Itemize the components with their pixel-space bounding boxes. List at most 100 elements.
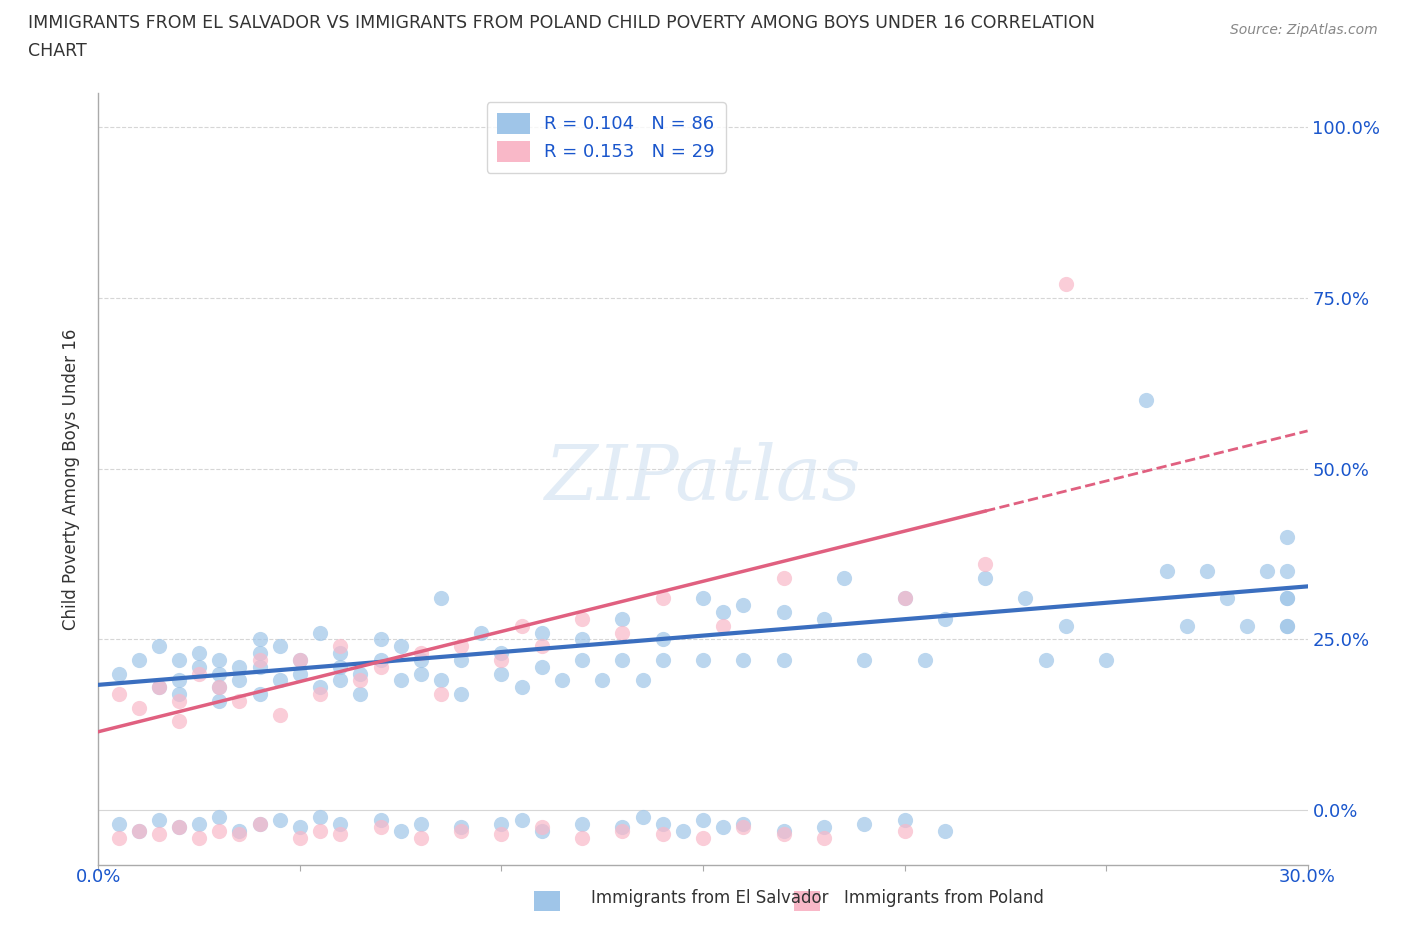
Point [692, 830, 714, 845]
Point [167, 694, 190, 709]
Point [591, 673, 613, 688]
Point [893, 591, 915, 606]
Point [249, 817, 271, 831]
Point [370, 820, 392, 835]
Point [974, 557, 997, 572]
Point [1054, 618, 1077, 633]
Point [349, 673, 371, 688]
Point [571, 653, 593, 668]
Y-axis label: Child Poverty Among Boys Under 16: Child Poverty Among Boys Under 16 [62, 328, 80, 630]
Point [934, 612, 956, 627]
Point [934, 823, 956, 838]
Point [733, 817, 755, 831]
Point [430, 673, 453, 688]
Point [148, 639, 170, 654]
Point [349, 686, 371, 701]
Point [672, 823, 695, 838]
Point [309, 680, 332, 695]
Point [188, 666, 211, 681]
Point [167, 714, 190, 729]
Point [389, 639, 412, 654]
Point [450, 823, 472, 838]
Point [711, 604, 734, 619]
Point [813, 830, 835, 845]
Point [491, 653, 513, 668]
Point [107, 830, 129, 845]
Point [370, 632, 392, 647]
Point [269, 707, 291, 722]
Point [530, 823, 553, 838]
Point [450, 639, 472, 654]
Point [309, 686, 332, 701]
Point [1014, 591, 1036, 606]
Point [1216, 591, 1239, 606]
Point [772, 827, 794, 842]
Point [631, 673, 654, 688]
Point [491, 827, 513, 842]
Point [107, 666, 129, 681]
Point [733, 598, 755, 613]
Text: Immigrants from Poland: Immigrants from Poland [844, 889, 1043, 907]
Point [510, 813, 533, 828]
Point [651, 632, 673, 647]
Point [772, 823, 794, 838]
Point [288, 653, 311, 668]
Point [651, 653, 673, 668]
Point [309, 823, 332, 838]
Point [1156, 564, 1178, 578]
Point [612, 625, 634, 640]
Point [188, 817, 211, 831]
Point [167, 820, 190, 835]
Point [409, 830, 432, 845]
Point [853, 653, 876, 668]
Point [329, 645, 352, 660]
Point [510, 618, 533, 633]
Point [631, 810, 654, 825]
Point [128, 823, 150, 838]
Point [893, 813, 915, 828]
Point [1277, 618, 1299, 633]
Point [1054, 277, 1077, 292]
Point [1035, 653, 1057, 668]
Point [370, 813, 392, 828]
Point [329, 639, 352, 654]
Point [409, 645, 432, 660]
Point [228, 673, 250, 688]
Point [107, 686, 129, 701]
Point [651, 827, 673, 842]
Point [1277, 529, 1299, 544]
Point [612, 820, 634, 835]
Point [571, 612, 593, 627]
Point [288, 820, 311, 835]
Point [853, 817, 876, 831]
Point [491, 666, 513, 681]
Point [329, 827, 352, 842]
Point [530, 659, 553, 674]
Point [772, 604, 794, 619]
Point [128, 700, 150, 715]
Text: ZIPatlas: ZIPatlas [544, 442, 862, 516]
Point [692, 653, 714, 668]
Text: Immigrants from El Salvador: Immigrants from El Salvador [591, 889, 828, 907]
Point [249, 632, 271, 647]
Point [269, 673, 291, 688]
Point [571, 817, 593, 831]
Point [692, 591, 714, 606]
Point [249, 653, 271, 668]
Point [893, 823, 915, 838]
Point [208, 680, 231, 695]
Point [167, 820, 190, 835]
Point [450, 686, 472, 701]
Point [813, 612, 835, 627]
Point [832, 571, 855, 586]
Point [389, 823, 412, 838]
Point [228, 827, 250, 842]
Point [167, 673, 190, 688]
Point [1135, 393, 1157, 408]
Point [571, 632, 593, 647]
Point [249, 645, 271, 660]
Point [571, 830, 593, 845]
Point [450, 820, 472, 835]
Point [228, 823, 250, 838]
Point [470, 625, 492, 640]
